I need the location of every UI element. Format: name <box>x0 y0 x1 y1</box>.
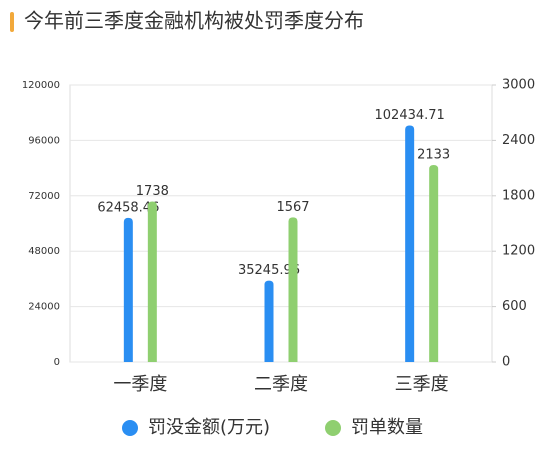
y-tick-label: 120000 <box>22 80 60 91</box>
y-tick-label: 72000 <box>28 191 60 202</box>
legend-marker <box>122 420 138 436</box>
x-tick-label: 三季度 <box>395 374 449 395</box>
y2-tick-label: 1200 <box>502 244 535 259</box>
y2-tick-label: 3000 <box>502 78 535 93</box>
bar <box>123 217 133 362</box>
x-tick-label: 一季度 <box>113 374 167 395</box>
value-label: 35245.96 <box>238 263 300 278</box>
y-tick-label: 96000 <box>28 135 60 146</box>
bar <box>288 217 298 362</box>
bar <box>405 125 415 363</box>
value-label: 1567 <box>276 200 309 215</box>
y-tick-label: 48000 <box>28 246 60 257</box>
bar <box>264 280 274 362</box>
value-label: 102434.71 <box>375 108 445 123</box>
y2-tick-label: 1800 <box>502 188 535 203</box>
bar <box>147 201 157 362</box>
title-accent <box>10 12 14 32</box>
legend-marker <box>325 420 341 436</box>
chart-title: 今年前三季度金融机构被处罚季度分布 <box>24 9 364 33</box>
y2-tick-label: 600 <box>502 299 527 314</box>
x-tick-label: 二季度 <box>254 374 308 395</box>
value-label: 2133 <box>417 148 450 163</box>
value-label: 62458.46 <box>97 200 159 215</box>
y-tick-label: 24000 <box>28 302 60 313</box>
value-label: 1738 <box>136 184 169 199</box>
bar <box>429 165 439 362</box>
y2-tick-label: 2400 <box>502 133 535 148</box>
legend-label: 罚单数量 <box>351 417 423 438</box>
plot-frame <box>69 84 493 363</box>
legend-label: 罚没金额(万元) <box>148 417 270 438</box>
y2-tick-label: 0 <box>502 355 510 370</box>
y-tick-label: 0 <box>54 357 60 368</box>
